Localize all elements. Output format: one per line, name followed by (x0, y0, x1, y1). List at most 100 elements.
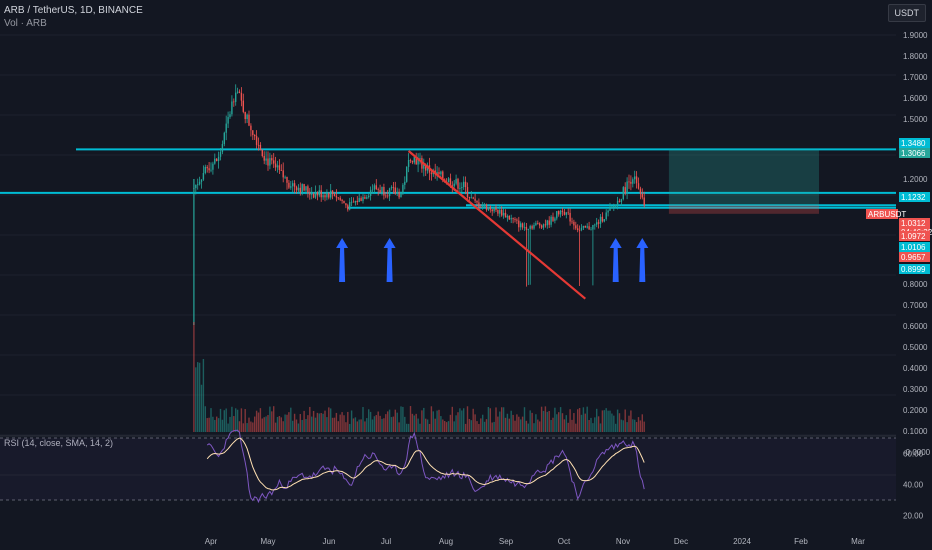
x-tick-label: Dec (674, 537, 688, 546)
x-tick-label: Feb (794, 537, 808, 546)
candle-body (525, 226, 528, 230)
candle-body (641, 193, 643, 198)
volume-bar (539, 421, 541, 432)
candle-body (468, 197, 471, 199)
candle-body (483, 204, 486, 207)
volume-bar (350, 410, 353, 432)
up-arrow-icon (636, 238, 649, 282)
volume-bar (326, 417, 328, 432)
candle-body (497, 209, 499, 214)
candle-body (307, 186, 309, 193)
volume-bar (558, 412, 560, 432)
volume-bar (502, 407, 505, 432)
volume-bar (269, 406, 271, 432)
volume-bar (210, 408, 212, 432)
price-tag-bg (899, 138, 930, 148)
price-tag-bg (899, 148, 930, 158)
volume-bar (236, 409, 239, 432)
rsi-line (206, 429, 645, 504)
volume-bar (413, 415, 415, 432)
volume-bar (552, 417, 554, 432)
candle-body (322, 195, 324, 198)
candle-body (451, 185, 453, 187)
volume-bar (290, 407, 292, 432)
volume-bar (333, 417, 336, 432)
volume-bar (535, 414, 537, 432)
candle-body (358, 198, 360, 203)
volume-bar (639, 420, 642, 432)
candle-body (204, 166, 206, 174)
volume-bar (208, 417, 210, 432)
volume-bar (263, 417, 265, 432)
volume-bar (364, 421, 366, 432)
candle-body (373, 185, 376, 190)
volume-bar (499, 411, 501, 432)
candle-body (390, 186, 393, 189)
volume-bar (255, 410, 258, 432)
volume-bar (573, 413, 575, 432)
candle-body (607, 210, 609, 213)
candle-body (200, 179, 203, 182)
volume-bar (411, 413, 414, 432)
x-tick-label: Apr (205, 537, 218, 546)
volume-bar (371, 419, 374, 432)
volume-bar (575, 423, 577, 432)
volume-bar (436, 410, 438, 432)
currency-button[interactable]: USDT (887, 4, 926, 22)
candle-body (371, 189, 374, 191)
candle-body (592, 224, 594, 230)
y-tick-label: 0.8000 (903, 280, 928, 289)
up-arrow-icon (336, 238, 349, 282)
candle-body (626, 181, 628, 194)
candle-body (586, 226, 588, 228)
volume-bar (537, 419, 539, 432)
rsi-tick-label: 60.00 (903, 450, 924, 459)
candle-body (345, 203, 347, 206)
candle-body (225, 123, 227, 133)
up-arrow-icon (609, 238, 622, 282)
candle-body (609, 207, 611, 211)
volume-bar (356, 421, 358, 432)
volume-bar (379, 415, 381, 432)
price-tag-bg (899, 264, 930, 274)
volume-bar (588, 420, 590, 432)
candle-body (580, 227, 583, 231)
symbol-title[interactable]: ARB / TetherUS, 1D, BINANCE (4, 5, 143, 16)
volume-bar (451, 406, 453, 432)
volume-bar (567, 422, 569, 432)
volume-bar (200, 384, 203, 432)
volume-bar (516, 414, 518, 432)
volume-bar (497, 416, 499, 432)
candle-body (388, 188, 391, 197)
candle-body (544, 224, 547, 226)
volume-bar (292, 420, 294, 432)
candle-body (366, 197, 368, 199)
profit-zone (668, 149, 819, 206)
y-tick-label: -0.0000 (903, 448, 931, 457)
candle-body (594, 224, 596, 226)
candle-body (354, 200, 357, 203)
candle-body (333, 194, 336, 197)
volume-bar (571, 419, 573, 432)
volume-bar (495, 407, 497, 432)
candle-body (364, 197, 366, 199)
volume-bar (246, 423, 248, 432)
volume-bar (540, 406, 543, 432)
volume-bar (444, 420, 446, 432)
candle-body (197, 184, 199, 186)
candle-body (449, 178, 452, 186)
volume-bar (198, 362, 201, 432)
candle-body (542, 224, 545, 228)
candle-body (398, 191, 400, 198)
candle-body (470, 197, 472, 199)
candle-body (343, 200, 345, 204)
candle-body (255, 136, 258, 145)
candle-body (540, 225, 543, 228)
candle-body (495, 207, 497, 210)
volume-bar (601, 410, 604, 432)
candle-body (582, 225, 585, 228)
candle-body (326, 193, 328, 198)
candle-body (419, 158, 421, 159)
candle-body (565, 212, 567, 215)
